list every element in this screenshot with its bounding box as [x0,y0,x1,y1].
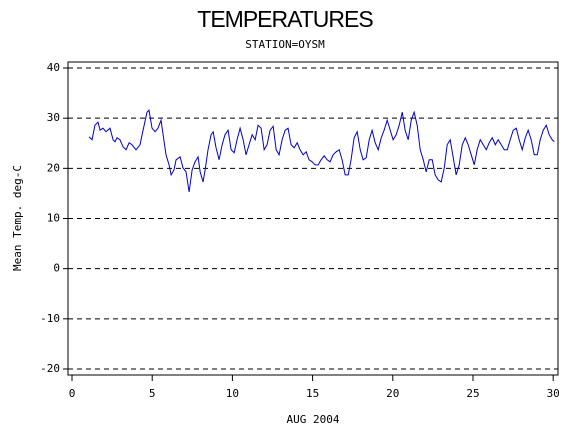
chart-subtitle: STATION=OYSM [245,38,325,51]
x-tick-label: 10 [226,387,239,400]
x-tick-label: 20 [386,387,399,400]
x-tick-label: 25 [466,387,479,400]
y-tick-label: 30 [47,111,60,124]
y-axis-label: Mean Temp. deg-C [11,165,24,271]
x-tick-label: 15 [306,387,319,400]
chart-title: TEMPERATURES [197,6,373,32]
y-tick-label: -20 [40,362,60,375]
x-tick-label: 5 [149,387,156,400]
x-axis-label: AUG 2004 [287,413,340,426]
y-tick-label: 40 [47,61,60,74]
y-tick-label: -10 [40,312,60,325]
y-tick-label: 10 [47,212,60,225]
y-tick-label: 20 [47,161,60,174]
temperature-line [88,109,555,192]
x-tick-label: 30 [547,387,560,400]
x-tick-label: 0 [69,387,76,400]
y-tick-label: 0 [53,262,60,275]
